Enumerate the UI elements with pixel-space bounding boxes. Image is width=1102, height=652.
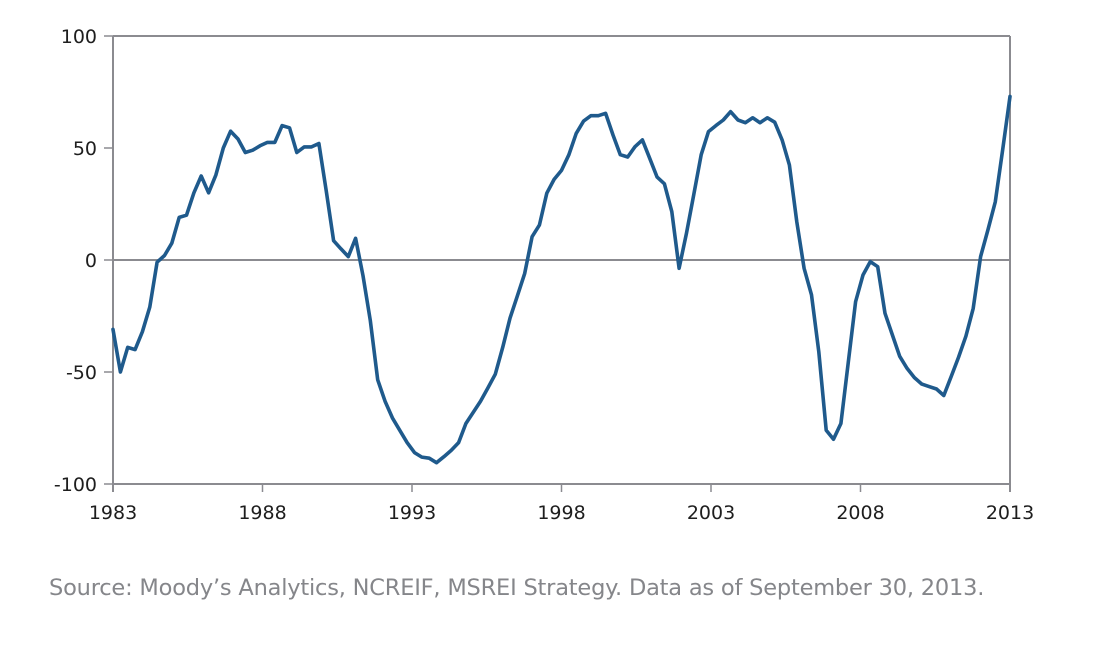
y-tick-label: -100 — [54, 474, 97, 496]
y-tick-label: 0 — [85, 250, 97, 272]
y-tick-label: -50 — [66, 362, 97, 384]
source-note: Source: Moody’s Analytics, NCREIF, MSREI… — [49, 575, 985, 601]
gridlines — [113, 35, 1010, 261]
x-tick-label: 2003 — [687, 502, 735, 524]
x-tick-label: 1988 — [238, 502, 286, 524]
y-tick-label: 50 — [73, 138, 97, 160]
line-chart: 100 50 0 -50 -100 1983 1988 1993 1998 2003 2008 20… — [54, 26, 1034, 524]
x-tick-label: 2013 — [986, 502, 1034, 524]
series-group — [111, 94, 1012, 465]
x-tick-label: 1993 — [388, 502, 436, 524]
y-axis-ticks: 100 50 0 -50 -100 — [54, 26, 113, 496]
series-line — [111, 94, 1012, 465]
x-tick-label: 1998 — [537, 502, 585, 524]
x-tick-label: 2008 — [836, 502, 884, 524]
x-tick-label: 1983 — [89, 502, 137, 524]
x-axis-ticks: 1983 1988 1993 1998 2003 2008 2013 — [89, 484, 1034, 524]
y-tick-label: 100 — [61, 26, 97, 48]
